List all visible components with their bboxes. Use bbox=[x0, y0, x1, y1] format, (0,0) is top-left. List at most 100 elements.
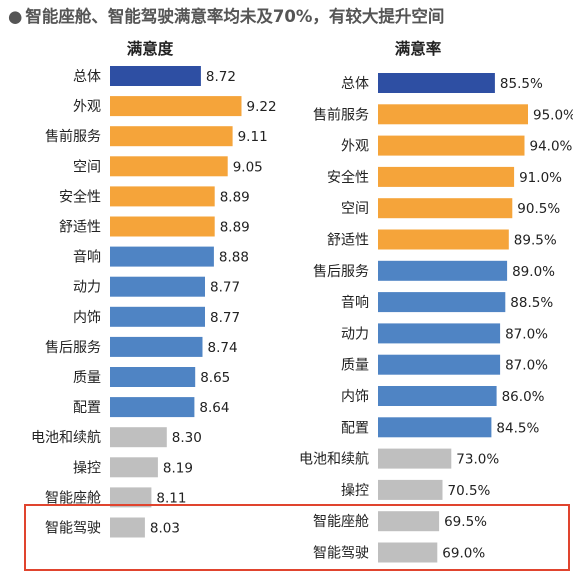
satisfaction-category-label: 音响 bbox=[73, 249, 101, 266]
rate-bar bbox=[378, 135, 525, 156]
title-text: 智能座舱、智能驾驶满意率均未及70%，有较大提升空间 bbox=[25, 7, 445, 26]
satisfaction-value-label: 8.89 bbox=[220, 189, 250, 205]
satisfaction-category-label: 售后服务 bbox=[45, 340, 101, 356]
satisfaction-bar bbox=[110, 517, 145, 538]
satisfaction-category-label: 总体 bbox=[73, 69, 101, 85]
rate-category-label: 外观 bbox=[341, 139, 369, 155]
rate-bar bbox=[378, 479, 443, 500]
rate-category-label: 内饰 bbox=[341, 389, 369, 405]
rate-bar bbox=[378, 354, 501, 375]
rate-category-label: 舒适性 bbox=[327, 233, 369, 249]
satisfaction-bar bbox=[110, 487, 152, 508]
rate-category-label: 质量 bbox=[341, 358, 369, 374]
satisfaction-chart-title: 满意度 bbox=[127, 39, 174, 58]
satisfaction-value-label: 8.89 bbox=[220, 220, 250, 236]
rate-value-label: 87.0% bbox=[505, 358, 548, 374]
rate-category-label: 音响 bbox=[341, 294, 369, 311]
satisfaction-value-label: 8.03 bbox=[150, 521, 180, 537]
rate-value-label: 70.5% bbox=[448, 483, 491, 499]
satisfaction-bar bbox=[110, 457, 158, 478]
satisfaction-bar bbox=[110, 367, 196, 387]
rate-category-label: 动力 bbox=[341, 326, 369, 342]
satisfaction-value-label: 8.77 bbox=[210, 280, 240, 296]
satisfaction-bar bbox=[110, 96, 242, 117]
rate-category-label: 空间 bbox=[341, 201, 369, 217]
rate-bar bbox=[378, 511, 440, 532]
rate-category-label: 总体 bbox=[341, 76, 369, 92]
satisfaction-bar bbox=[110, 246, 214, 267]
satisfaction-category-label: 智能座舱 bbox=[45, 490, 101, 506]
satisfaction-bar bbox=[110, 156, 228, 177]
satisfaction-value-label: 8.30 bbox=[172, 430, 202, 446]
satisfaction-bar bbox=[110, 186, 215, 207]
satisfaction-value-label: 8.64 bbox=[199, 400, 229, 416]
rate-value-label: 86.0% bbox=[502, 389, 545, 405]
satisfaction-value-label: 9.22 bbox=[247, 99, 277, 115]
rate-value-label: 69.0% bbox=[442, 546, 485, 562]
rate-bar bbox=[378, 542, 438, 563]
title-bullet: ● bbox=[8, 7, 23, 26]
rate-value-label: 87.0% bbox=[505, 326, 548, 342]
page-title: ● 智能座舱、智能驾驶满意率均未及70%，有较大提升空间 bbox=[8, 4, 568, 30]
satisfaction-category-label: 内饰 bbox=[73, 310, 101, 326]
rate-value-label: 69.5% bbox=[444, 514, 487, 530]
rate-value-label: 95.0% bbox=[533, 107, 573, 123]
satisfaction-category-label: 售前服务 bbox=[45, 128, 101, 145]
rate-category-label: 售前服务 bbox=[313, 106, 369, 123]
rate-category-label: 配置 bbox=[341, 420, 369, 436]
rate-category-label: 安全性 bbox=[327, 169, 369, 186]
rate-category-label: 售后服务 bbox=[313, 264, 369, 280]
satisfaction-value-label: 8.19 bbox=[163, 460, 193, 476]
satisfaction-value-label: 9.05 bbox=[233, 159, 263, 175]
satisfaction-bar bbox=[110, 306, 205, 327]
rate-bar bbox=[378, 73, 495, 93]
satisfaction-bar bbox=[110, 336, 203, 357]
rate-category-label: 操控 bbox=[341, 483, 369, 499]
satisfaction-value-label: 8.11 bbox=[156, 490, 186, 506]
rate-value-label: 73.0% bbox=[456, 452, 499, 468]
rate-bar bbox=[378, 198, 513, 219]
satisfaction-category-label: 智能驾驶 bbox=[45, 521, 101, 537]
rate-category-label: 电池和续航 bbox=[299, 451, 369, 468]
rate-value-label: 84.5% bbox=[496, 420, 539, 436]
satisfaction-category-label: 空间 bbox=[73, 159, 101, 175]
rate-bar bbox=[378, 166, 515, 187]
rate-bar bbox=[378, 417, 492, 438]
rate-bar bbox=[378, 292, 506, 313]
satisfaction-category-label: 电池和续航 bbox=[31, 429, 101, 446]
rate-value-label: 90.5% bbox=[517, 201, 560, 217]
rate-bar bbox=[378, 229, 509, 250]
rate-bar bbox=[378, 104, 528, 125]
rate-value-label: 88.5% bbox=[510, 295, 553, 311]
rate-bar bbox=[378, 448, 452, 469]
satisfaction-category-label: 配置 bbox=[73, 400, 101, 416]
rate-bar bbox=[378, 386, 497, 406]
satisfaction-value-label: 8.72 bbox=[206, 69, 236, 85]
satisfaction-value-label: 8.77 bbox=[210, 310, 240, 326]
rate-value-label: 94.0% bbox=[530, 139, 573, 155]
rate-value-label: 85.5% bbox=[500, 76, 543, 92]
rate-value-label: 89.0% bbox=[512, 264, 555, 280]
satisfaction-bar bbox=[110, 216, 215, 237]
rate-value-label: 89.5% bbox=[514, 233, 557, 249]
rate-bar bbox=[378, 323, 501, 344]
satisfaction-category-label: 动力 bbox=[73, 280, 101, 296]
highlight-box-smart-features bbox=[24, 504, 570, 571]
satisfaction-value-label: 8.88 bbox=[219, 250, 249, 266]
satisfaction-bar bbox=[110, 397, 195, 418]
satisfaction-category-label: 安全性 bbox=[59, 188, 101, 205]
rate-value-label: 91.0% bbox=[519, 170, 562, 186]
satisfaction-value-label: 9.11 bbox=[238, 129, 268, 145]
satisfaction-category-label: 外观 bbox=[73, 99, 101, 115]
rate-bar bbox=[378, 260, 508, 281]
satisfaction-category-label: 操控 bbox=[73, 460, 101, 476]
satisfaction-bar bbox=[110, 276, 205, 297]
rate-chart-title: 满意率 bbox=[395, 39, 442, 58]
satisfaction-category-label: 舒适性 bbox=[59, 220, 101, 236]
satisfaction-bar bbox=[110, 427, 167, 448]
rate-category-label: 智能驾驶 bbox=[313, 546, 369, 562]
satisfaction-value-label: 8.65 bbox=[200, 370, 230, 386]
rate-category-label: 智能座舱 bbox=[313, 514, 369, 530]
satisfaction-bar bbox=[110, 66, 201, 86]
